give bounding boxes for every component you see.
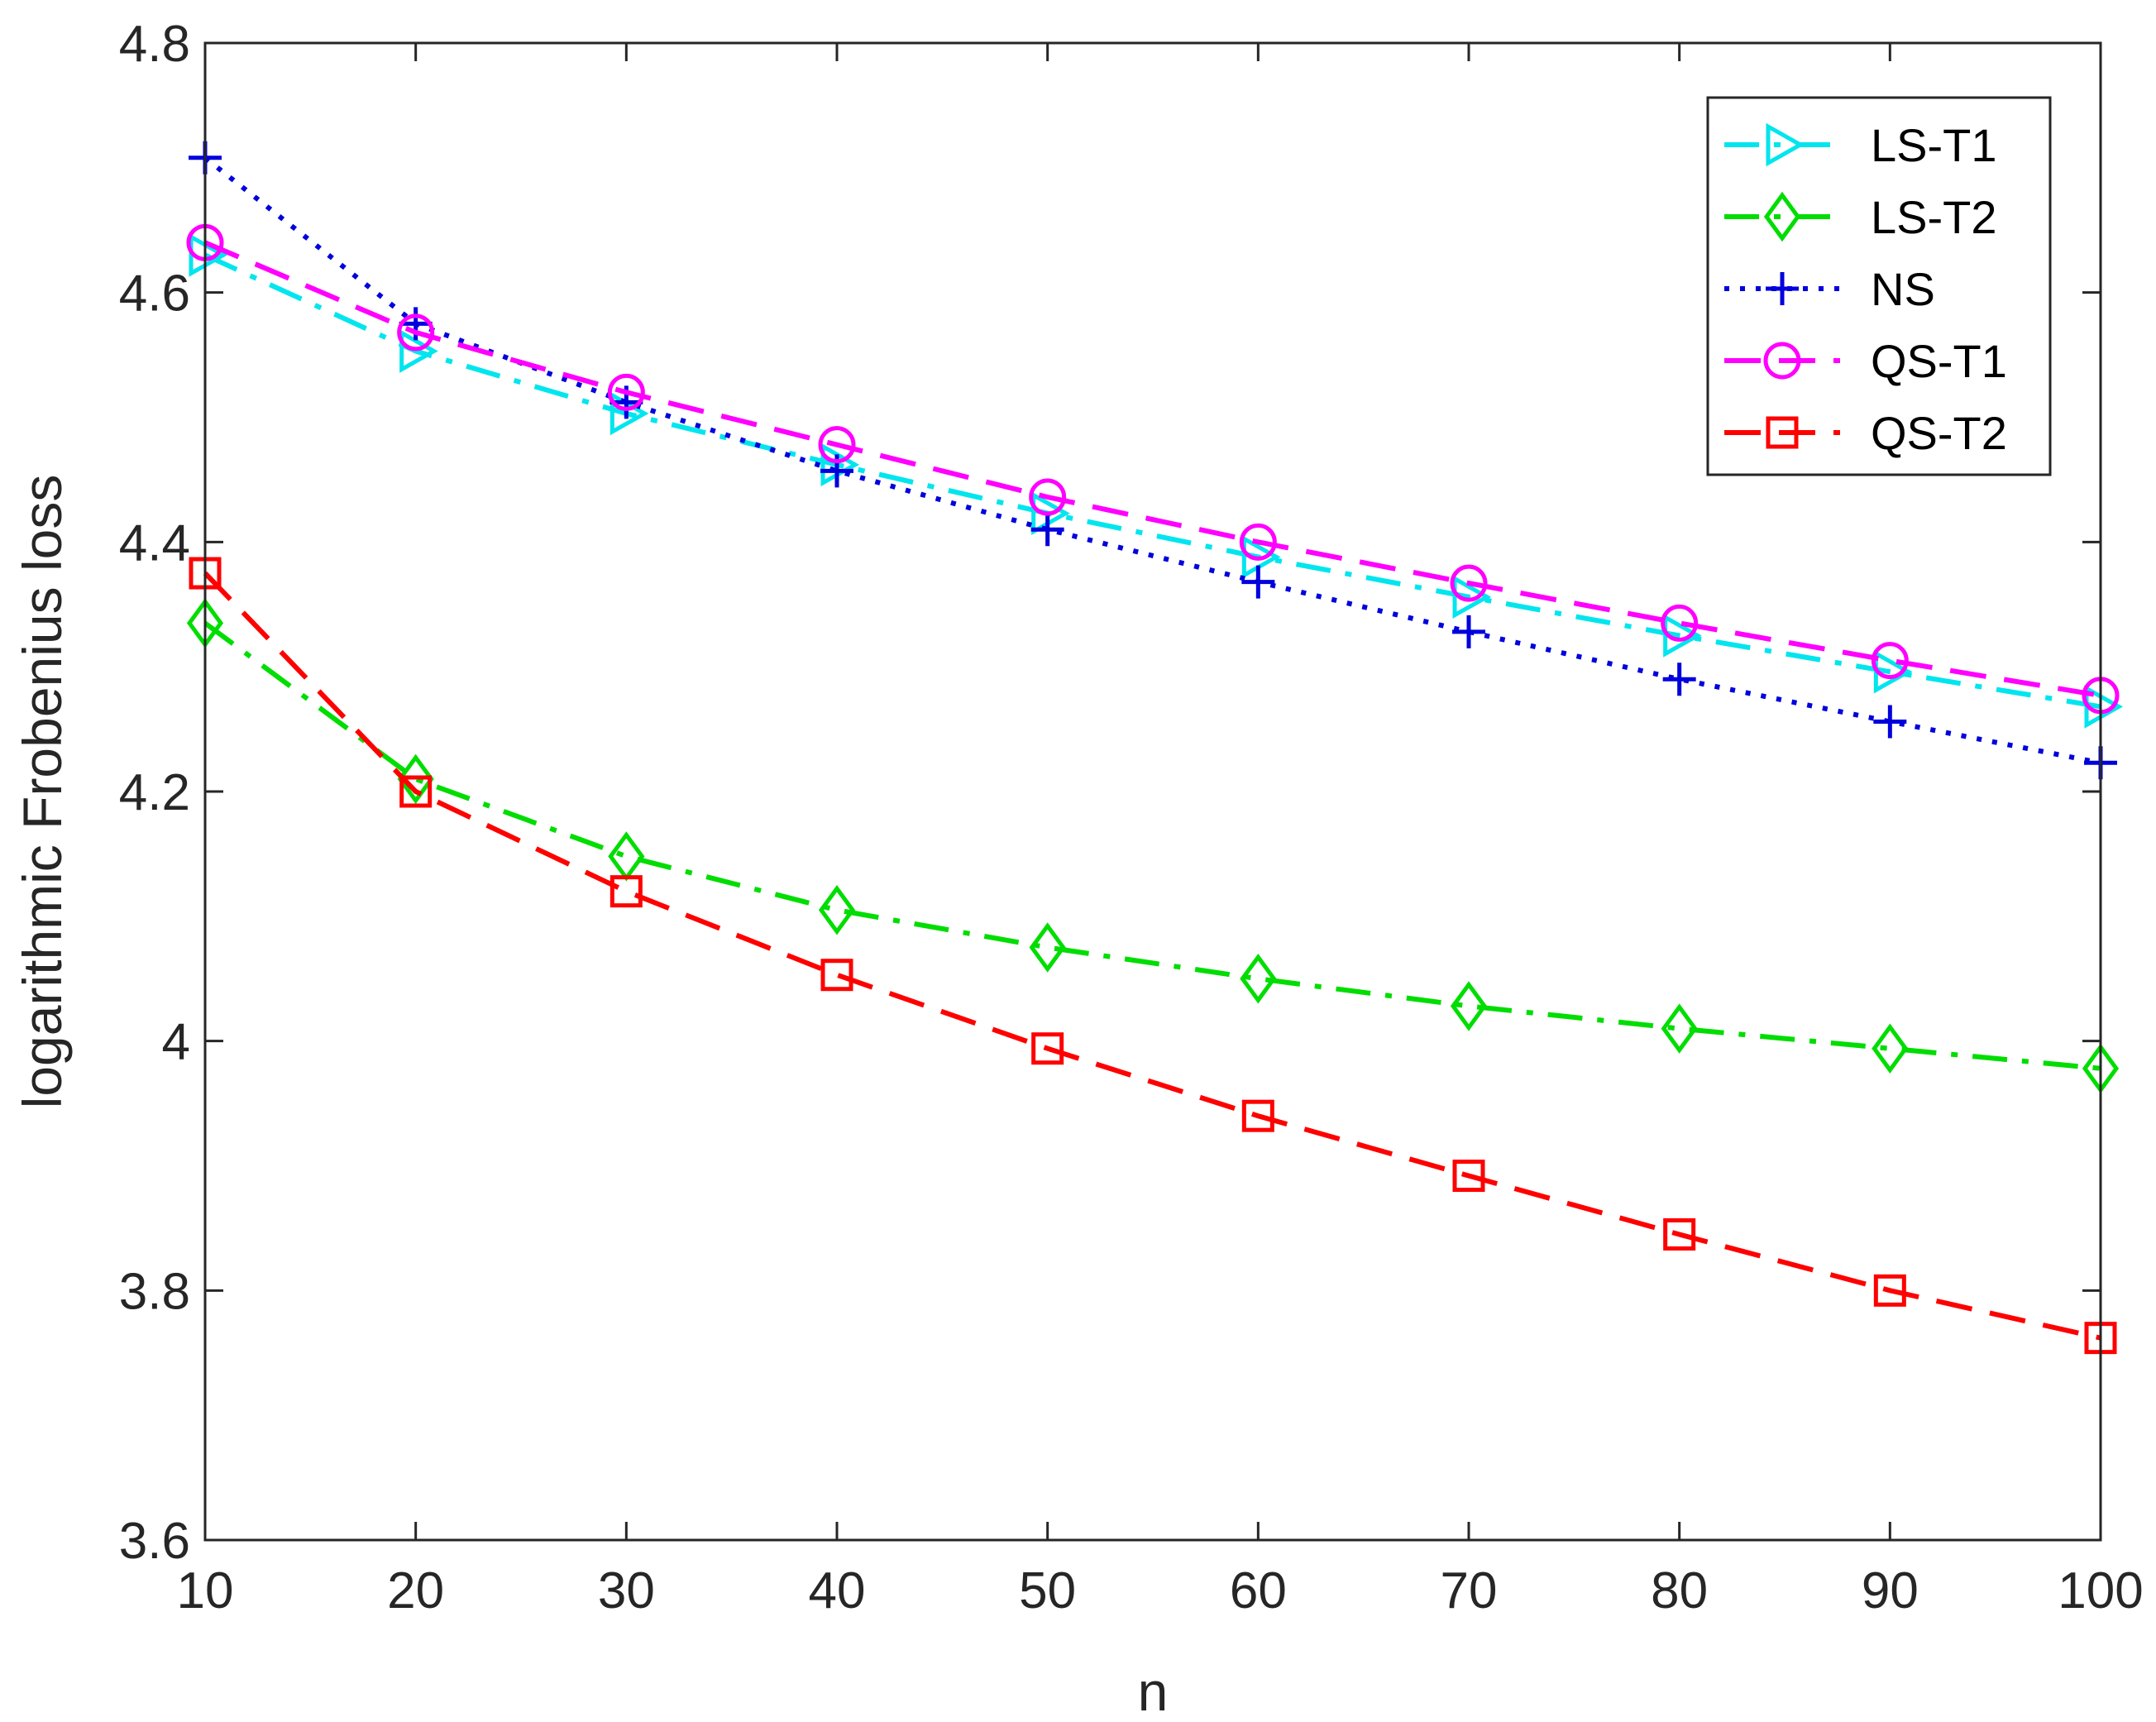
data-point-qs-t2	[1452, 1160, 1485, 1193]
x-tick-label: 20	[387, 1562, 444, 1619]
y-tick-label: 4.8	[119, 16, 190, 73]
series-line-ls-t2	[203, 620, 2101, 1071]
data-point-qs-t1	[397, 313, 435, 352]
data-point-ls-t1	[399, 329, 438, 373]
data-point-qs-t1	[607, 373, 645, 411]
data-point-ls-t2	[1029, 922, 1066, 973]
legend-label-ns: NS	[1871, 263, 1935, 315]
data-point-ns	[1452, 615, 1485, 648]
data-point-ls-t2	[397, 753, 434, 805]
data-point-qs-t2	[1241, 1099, 1274, 1132]
x-tick-label: 50	[1019, 1562, 1076, 1619]
data-point-ls-t1	[1452, 575, 1492, 619]
data-point-qs-t2	[1873, 1274, 1906, 1307]
data-point-qs-t1	[1661, 604, 1699, 642]
data-point-qs-t1	[1029, 478, 1067, 516]
data-point-ls-t1	[1663, 614, 1702, 658]
axis-ticks: 3.6 3.8 4 4.2 4.4 4.6 4.8 10 20 30 40 50 60 70 80 90 100	[119, 16, 2144, 1619]
y-tick-label: 4.2	[119, 764, 190, 821]
data-point-qs-t2	[399, 775, 433, 808]
data-point-qs-t2	[1031, 1032, 1064, 1065]
series-line-qs-t2	[203, 571, 2101, 1341]
data-point-ls-t2	[818, 885, 856, 935]
legend-marker-ls-t1	[1766, 122, 1805, 167]
y-axis-title: logarithmic Frobenius loss	[12, 475, 73, 1109]
x-tick-label: 80	[1651, 1562, 1708, 1619]
x-tick-label: 30	[598, 1562, 655, 1619]
y-tick-label: 3.6	[119, 1513, 190, 1570]
y-tick-label: 3.8	[119, 1263, 190, 1320]
data-point-qs-t1	[1871, 642, 1909, 680]
data-point-qs-t2	[820, 959, 853, 992]
series-line-qs-t1	[203, 240, 2101, 698]
legend-marker-qs-t2	[1766, 416, 1799, 449]
data-point-qs-t1	[1450, 564, 1488, 602]
data-point-ls-t2	[1240, 954, 1277, 1004]
data-point-qs-t1	[1239, 523, 1277, 561]
x-tick-label: 90	[1862, 1562, 1919, 1619]
x-axis-title: n	[1138, 1661, 1169, 1722]
data-point-ls-t2	[1661, 1003, 1698, 1054]
data-point-ns	[1241, 565, 1275, 599]
y-tick-label: 4	[162, 1014, 190, 1071]
legend-box	[1706, 96, 2052, 476]
data-point-ls-t2	[1872, 1023, 1909, 1074]
legend-marker-ns	[1766, 272, 1799, 305]
data-point-ns	[1873, 705, 1907, 739]
data-point-qs-t2	[1663, 1217, 1696, 1251]
legend-label-qs-t1: QS-T1	[1871, 335, 2007, 387]
data-point-ls-t2	[1450, 981, 1488, 1031]
x-tick-label: 40	[809, 1562, 866, 1619]
series-qs-t1	[186, 223, 2120, 715]
legend-marker-qs-t1	[1763, 342, 1801, 380]
data-point-ns	[1030, 513, 1064, 547]
plot-area	[186, 141, 2124, 1355]
data-point-ns	[1662, 662, 1696, 696]
legend-label-ls-t1: LS-T1	[1871, 119, 1997, 171]
x-tick-label: 10	[177, 1562, 234, 1619]
legend-marker-ls-t2	[1763, 191, 1801, 242]
x-tick-label: 60	[1230, 1562, 1287, 1619]
data-point-qs-t1	[818, 426, 856, 464]
x-tick-label: 70	[1441, 1562, 1498, 1619]
y-tick-label: 4.6	[119, 265, 190, 323]
data-point-qs-t2	[610, 875, 643, 908]
x-tick-label: 100	[2058, 1562, 2143, 1619]
y-tick-label: 4.4	[119, 514, 190, 572]
legend-label-ls-t2: LS-T2	[1871, 191, 1997, 243]
legend: LS-T1 LS-T2 NS QS-T1 QS-T2	[1706, 96, 2052, 476]
legend-label-qs-t2: QS-T2	[1871, 407, 2007, 459]
